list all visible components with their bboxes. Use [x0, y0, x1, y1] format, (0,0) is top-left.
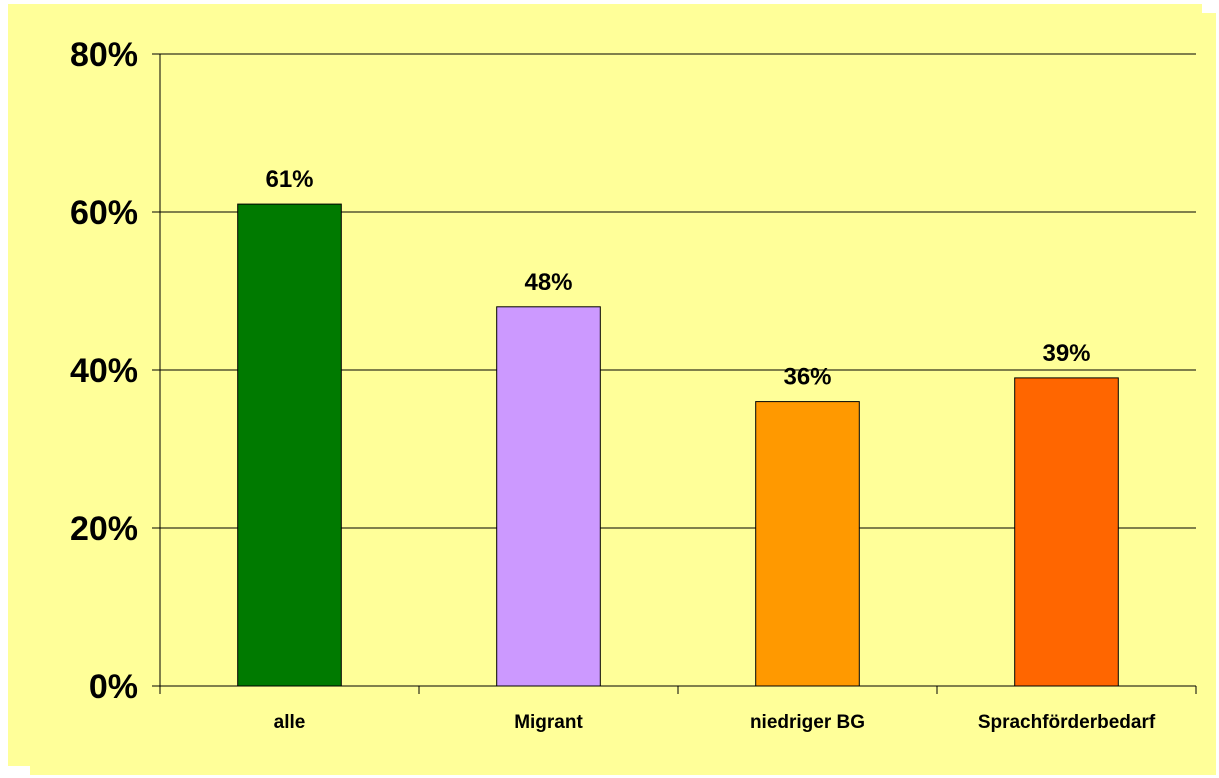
data-labels: 61% 48% 36% 39% [265, 166, 1090, 391]
chart-background [8, 4, 1202, 766]
x-category-label: alle [274, 712, 306, 733]
y-tick-label: 80% [70, 36, 138, 74]
x-category-label: Migrant [514, 712, 583, 733]
y-tick-label: 0% [89, 668, 138, 706]
bar-value-label: 61% [265, 166, 313, 193]
bar-value-label: 36% [783, 364, 831, 391]
bar [237, 203, 342, 687]
bar [755, 401, 860, 687]
y-tick-label: 40% [70, 352, 138, 390]
x-category-label: Sprachförderbedarf [978, 712, 1156, 733]
x-axis-labels: alle Migrant niedriger BG Sprachförderbedar… [274, 712, 1156, 733]
y-tick-label: 60% [70, 194, 138, 232]
bar-value-label: 48% [524, 269, 572, 296]
x-category-label: niedriger BG [750, 712, 865, 733]
bar [1014, 377, 1119, 687]
axes [152, 53, 1197, 694]
y-tick-label: 20% [70, 510, 138, 548]
bar-value-label: 39% [1042, 340, 1090, 367]
bar [496, 306, 601, 687]
y-axis-ticks: 0% 20% 40% 60% 80% [70, 36, 138, 706]
